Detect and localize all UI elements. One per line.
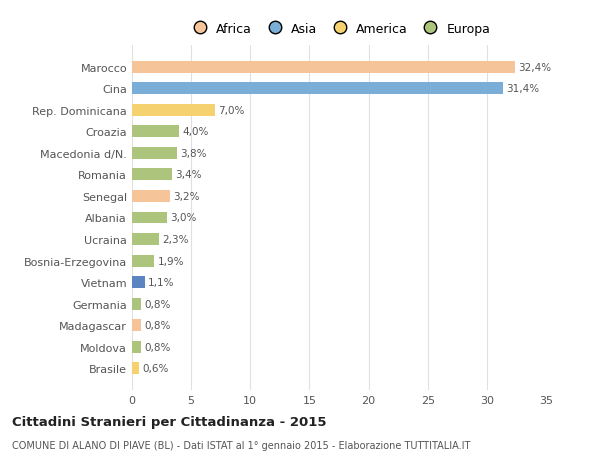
- Text: COMUNE DI ALANO DI PIAVE (BL) - Dati ISTAT al 1° gennaio 2015 - Elaborazione TUT: COMUNE DI ALANO DI PIAVE (BL) - Dati IST…: [12, 440, 470, 450]
- Bar: [132, 319, 142, 331]
- Bar: [132, 83, 503, 95]
- Text: Cittadini Stranieri per Cittadinanza - 2015: Cittadini Stranieri per Cittadinanza - 2…: [12, 415, 326, 428]
- Bar: [132, 169, 172, 181]
- Text: 1,1%: 1,1%: [148, 278, 175, 287]
- Text: 4,0%: 4,0%: [182, 127, 209, 137]
- Text: 2,3%: 2,3%: [162, 235, 188, 245]
- Text: 7,0%: 7,0%: [218, 106, 244, 116]
- Text: 3,4%: 3,4%: [175, 170, 202, 180]
- Bar: [132, 234, 159, 246]
- Bar: [132, 363, 139, 375]
- Text: 32,4%: 32,4%: [518, 62, 551, 73]
- Text: 0,8%: 0,8%: [145, 299, 171, 309]
- Text: 3,2%: 3,2%: [173, 191, 199, 202]
- Text: 3,0%: 3,0%: [170, 213, 197, 223]
- Bar: [132, 148, 177, 159]
- Bar: [132, 341, 142, 353]
- Bar: [132, 255, 154, 267]
- Text: 31,4%: 31,4%: [506, 84, 539, 94]
- Bar: [132, 190, 170, 202]
- Bar: [132, 62, 515, 73]
- Legend: Africa, Asia, America, Europa: Africa, Asia, America, Europa: [182, 18, 496, 41]
- Text: 0,6%: 0,6%: [142, 364, 169, 374]
- Bar: [132, 298, 142, 310]
- Text: 1,9%: 1,9%: [157, 256, 184, 266]
- Text: 3,8%: 3,8%: [180, 149, 206, 158]
- Bar: [132, 126, 179, 138]
- Bar: [132, 277, 145, 288]
- Bar: [132, 105, 215, 117]
- Bar: [132, 212, 167, 224]
- Text: 0,8%: 0,8%: [145, 320, 171, 330]
- Text: 0,8%: 0,8%: [145, 342, 171, 352]
